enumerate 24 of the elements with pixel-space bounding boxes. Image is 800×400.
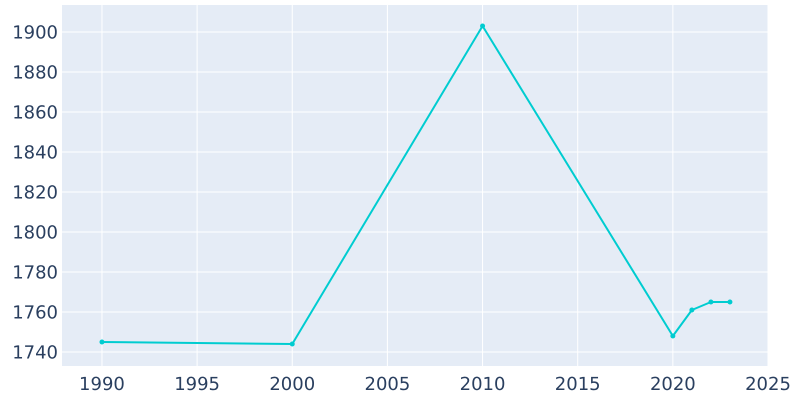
y-tick-label: 1900 [12, 22, 58, 44]
y-tick-label: 1840 [12, 142, 58, 164]
x-tick-label: 2020 [650, 374, 696, 395]
x-tick-label: 1990 [79, 374, 125, 395]
x-tick-label: 2005 [364, 374, 410, 395]
x-tick-label: 2000 [269, 374, 316, 395]
y-tick-label: 1800 [12, 222, 58, 244]
point [689, 308, 694, 312]
point [708, 300, 714, 304]
point [727, 300, 732, 304]
x-tick-label: 2025 [745, 374, 791, 395]
y-tick-label: 1740 [12, 342, 58, 364]
x-tick-label: 1995 [174, 374, 220, 395]
x-tick-label: 2015 [554, 374, 601, 395]
y-tick-label: 1820 [12, 182, 58, 204]
y-tick-label: 1760 [12, 302, 58, 324]
y-tick-label: 1860 [12, 102, 58, 124]
y-tick-label: 1780 [12, 262, 58, 284]
point [480, 24, 486, 28]
point [290, 342, 295, 346]
y-tick-label: 1880 [12, 62, 58, 84]
x-tick-label: 2010 [460, 374, 506, 395]
point [670, 334, 676, 338]
point [99, 340, 104, 344]
